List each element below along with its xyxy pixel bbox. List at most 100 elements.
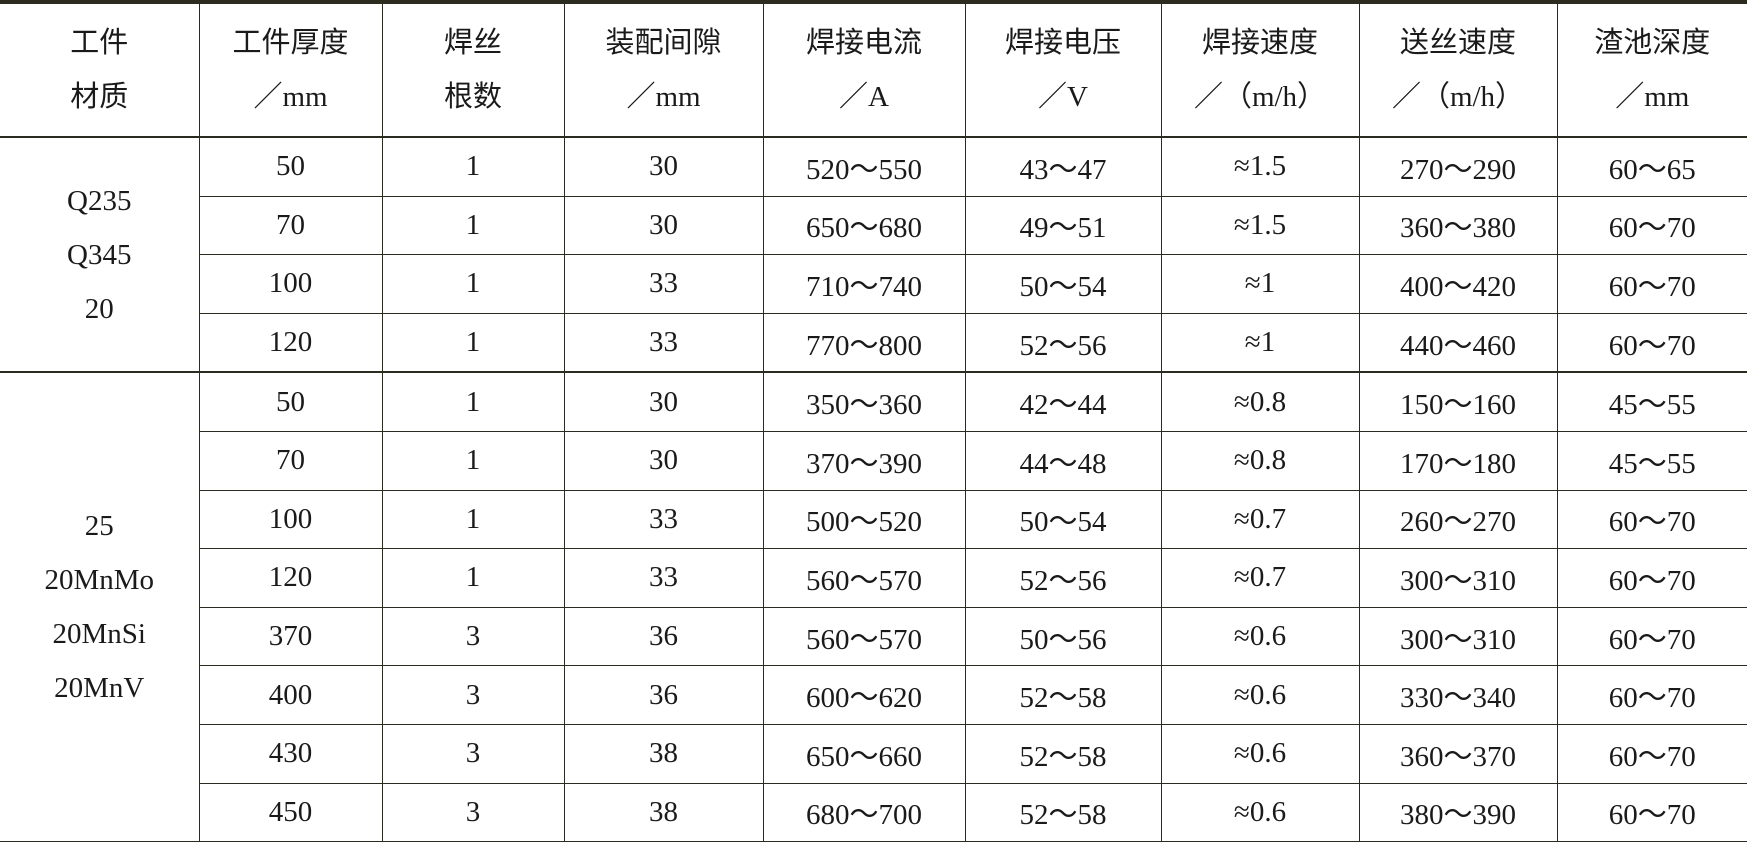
material-name: 25 <box>84 510 114 543</box>
table-cell: ≈0.6 <box>1160 723 1360 784</box>
header-line: ／A <box>839 81 889 113</box>
header-line: 渣池深度 <box>1594 27 1711 59</box>
table-cell: ≈0.6 <box>1160 606 1360 667</box>
header-line: 送丝速度 <box>1399 27 1516 59</box>
table-cell: 3 <box>381 723 565 784</box>
header-line: ／mm <box>1615 81 1690 113</box>
table-cell: 1 <box>381 135 565 197</box>
table-cell: 1 <box>381 371 565 432</box>
table-cell: ≈0.7 <box>1160 548 1360 608</box>
table-cell: 60～70 <box>1556 489 1747 550</box>
table-cell: 650～660 <box>762 723 966 784</box>
table-cell: 560～570 <box>762 548 966 608</box>
table-cell: 300～310 <box>1358 606 1558 667</box>
table-cell: 1 <box>381 312 565 373</box>
table-cell: 380～390 <box>1358 782 1558 842</box>
table-row: 430 3 38 650～660 52～58 ≈0.6 360～370 60～70 <box>0 723 1747 784</box>
table-cell: 44～48 <box>964 430 1162 491</box>
table-row: 120 1 33 770～800 52～56 ≈1 440～460 60～70 <box>0 312 1747 373</box>
table-cell: 600～620 <box>762 665 966 725</box>
column-header: 渣池深度 ／mm <box>1556 0 1747 138</box>
material-name: Q345 <box>67 238 132 271</box>
column-header: 工件 材质 <box>0 0 200 138</box>
table-cell: 30 <box>563 195 764 256</box>
table-cell: 50～54 <box>964 254 1162 314</box>
table-cell: 1 <box>381 548 565 608</box>
header-line: 根数 <box>443 81 502 113</box>
table-cell: 38 <box>563 782 764 842</box>
table-cell: 1 <box>381 489 565 550</box>
table-cell: 60～70 <box>1556 254 1747 314</box>
column-header: 焊接速度 ／（m/h） <box>1160 0 1360 138</box>
material-name: 20MnV <box>54 672 145 705</box>
table-cell: 70 <box>199 430 383 491</box>
table-cell: 33 <box>563 312 764 373</box>
table-cell: 1 <box>381 195 565 256</box>
table-cell: 650～680 <box>762 195 966 256</box>
table-row: 400 3 36 600～620 52～58 ≈0.6 330～340 60～70 <box>0 665 1747 725</box>
table-cell: 52～56 <box>964 548 1162 608</box>
table-cell: 49～51 <box>964 195 1162 256</box>
table-cell: 60～70 <box>1556 606 1747 667</box>
table-cell: 30 <box>563 430 764 491</box>
table-cell: 360～370 <box>1358 723 1558 784</box>
table-cell: ≈1.5 <box>1160 195 1360 256</box>
header-line: 焊丝 <box>443 27 502 59</box>
header-line: 工件厚度 <box>232 27 349 59</box>
table-cell: 120 <box>199 312 383 373</box>
column-header: 焊丝 根数 <box>381 0 565 138</box>
material-name: 20MnSi <box>52 618 146 651</box>
table-cell: 1 <box>381 430 565 491</box>
table-cell: ≈1 <box>1160 312 1360 373</box>
header-line: 焊接电流 <box>805 27 922 59</box>
table-cell: ≈0.6 <box>1160 782 1360 842</box>
table-cell: 70 <box>199 195 383 256</box>
table-cell: 33 <box>563 254 764 314</box>
table-cell: 50 <box>198 135 383 197</box>
header-line: 焊接电压 <box>1004 27 1121 59</box>
header-line: 装配间隙 <box>605 27 722 59</box>
table-cell: ≈0.7 <box>1160 489 1360 550</box>
header-line: 焊接速度 <box>1201 27 1318 59</box>
table-cell: 370 <box>199 606 383 667</box>
table-cell: 52～58 <box>964 723 1162 784</box>
header-line: ／（m/h） <box>1193 81 1327 113</box>
table-cell: 30 <box>563 135 764 197</box>
table-row: 120 1 33 560～570 52～56 ≈0.7 300～310 60～70 <box>0 548 1747 608</box>
header-line: 材质 <box>70 81 129 113</box>
table-row: 370 3 36 560～570 50～56 ≈0.6 300～310 60～70 <box>0 606 1747 667</box>
table-row: 100 1 33 710～740 50～54 ≈1 400～420 60～70 <box>0 254 1747 314</box>
table-cell: 50 <box>198 371 383 432</box>
header-line: ／（m/h） <box>1391 81 1525 113</box>
table-cell: ≈1 <box>1160 254 1360 314</box>
header-line: 工件 <box>70 27 129 59</box>
table-cell: 60～70 <box>1556 782 1747 842</box>
material-name: Q235 <box>67 184 132 217</box>
table-cell: ≈0.6 <box>1160 665 1360 725</box>
table-cell: 100 <box>199 254 383 314</box>
table-cell: 60～70 <box>1556 195 1747 256</box>
material-cell: 25 20MnMo 20MnSi 20MnV <box>0 371 200 842</box>
table-row: 25 20MnMo 20MnSi 20MnV 50 1 30 350～360 42～44 ≈0.8… <box>0 371 1747 842</box>
table-cell: 30 <box>563 371 764 432</box>
table-row: 450 3 38 680～700 52～58 ≈0.6 380～390 60～70 <box>0 782 1747 842</box>
table-cell: ≈0.8 <box>1160 371 1360 432</box>
table-cell: 36 <box>563 665 764 725</box>
table-row: 70 1 30 370～390 44～48 ≈0.8 170～180 45～55 <box>0 430 1747 491</box>
table-cell: 520～550 <box>762 135 966 197</box>
table-cell: 45～55 <box>1556 371 1747 432</box>
table-cell: 3 <box>381 665 565 725</box>
table-cell: 560～570 <box>762 606 966 667</box>
table-cell: 45～55 <box>1556 430 1747 491</box>
table-cell: 710～740 <box>762 254 966 314</box>
table-cell: ≈0.8 <box>1160 430 1360 491</box>
column-header: 工件厚度 ／mm <box>198 0 383 138</box>
table-cell: 50～56 <box>964 606 1162 667</box>
table-cell: 170～180 <box>1358 430 1558 491</box>
table-cell: 260～270 <box>1358 489 1558 550</box>
table-cell: 60～70 <box>1556 665 1747 725</box>
table-cell: 430 <box>199 723 383 784</box>
table-cell: 60～70 <box>1556 312 1747 373</box>
table-cell: 500～520 <box>762 489 966 550</box>
